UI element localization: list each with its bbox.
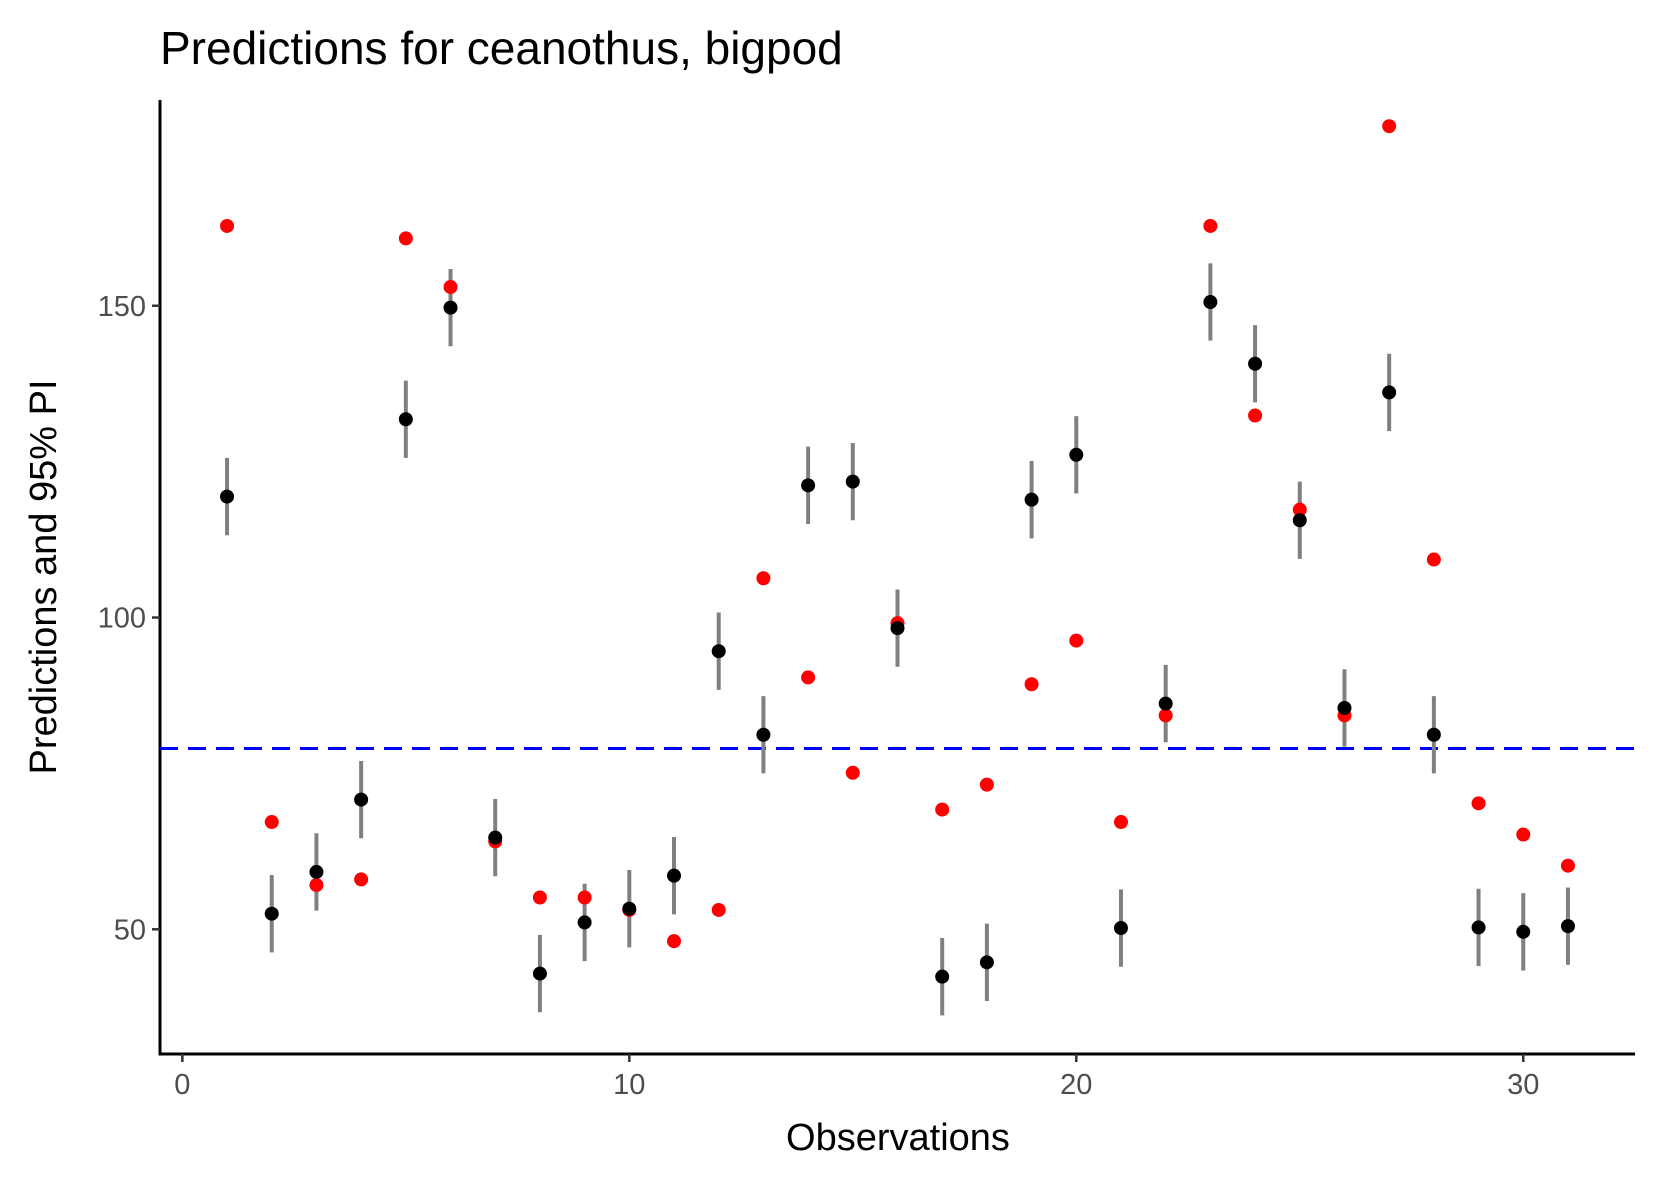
observed-point (398, 231, 413, 246)
prediction-point (667, 868, 682, 883)
observed-point (309, 878, 324, 893)
prediction-point (1113, 921, 1128, 936)
observed-points (220, 119, 1575, 949)
prediction-point (1158, 696, 1173, 711)
y-axis-label: Predictions and 95% PI (23, 379, 65, 774)
observed-point (845, 765, 860, 780)
x-tick-label: 20 (1060, 1069, 1092, 1101)
observed-point (1203, 218, 1218, 233)
prediction-point (890, 621, 905, 636)
observed-point (1069, 633, 1084, 648)
prediction-point (935, 969, 950, 984)
observed-point (532, 890, 547, 905)
prediction-point (1292, 513, 1307, 528)
prediction-intervals (225, 263, 1570, 1016)
observed-point (1471, 796, 1486, 811)
x-tick-label: 0 (174, 1069, 190, 1101)
y-tick-label: 150 (98, 291, 146, 323)
prediction-point (220, 489, 235, 504)
prediction-point (1382, 385, 1397, 400)
observed-point (1248, 408, 1263, 423)
x-tick-label: 30 (1507, 1069, 1539, 1101)
prediction-point (398, 412, 413, 427)
y-axis-ticks: 50 100 150 (98, 291, 160, 946)
prediction-point (577, 915, 592, 930)
prediction-point (622, 901, 637, 916)
observed-point (264, 815, 279, 830)
prediction-point (979, 955, 994, 970)
observed-point (1516, 827, 1531, 842)
prediction-point (1203, 295, 1218, 310)
observed-point (443, 280, 458, 295)
prediction-point (1337, 700, 1352, 715)
prediction-point (443, 300, 458, 315)
prediction-point (309, 864, 324, 879)
observed-point (667, 934, 682, 949)
y-tick-label: 50 (114, 914, 146, 946)
observed-point (354, 872, 369, 887)
prediction-point (354, 792, 369, 807)
observed-point (1292, 502, 1307, 517)
observed-point (220, 218, 235, 233)
prediction-point (264, 906, 279, 921)
prediction-point (756, 727, 771, 742)
x-axis-label: Observations (786, 1117, 1010, 1159)
chart-title: Predictions for ceanothus, bigpod (160, 22, 843, 74)
prediction-point (1069, 447, 1084, 462)
observed-point (1560, 858, 1575, 873)
observed-point (1426, 552, 1441, 567)
prediction-points (220, 295, 1575, 984)
observed-point (711, 902, 726, 917)
observed-point (577, 890, 592, 905)
prediction-point (532, 966, 547, 981)
prediction-point (1560, 919, 1575, 934)
observed-point (935, 802, 950, 817)
observed-point (801, 670, 816, 685)
prediction-point (711, 644, 726, 659)
x-tick-label: 10 (613, 1069, 645, 1101)
plot-panel: 50 100 150 0 10 20 30 (98, 100, 1635, 1101)
prediction-point (801, 478, 816, 493)
observed-point (1113, 815, 1128, 830)
observed-point (1382, 119, 1397, 134)
prediction-point (1471, 920, 1486, 935)
observed-point (979, 777, 994, 792)
prediction-point (1248, 356, 1263, 371)
prediction-point (1024, 492, 1039, 507)
y-tick-label: 100 (98, 603, 146, 635)
observed-point (756, 571, 771, 586)
prediction-point (845, 474, 860, 489)
prediction-point (1516, 924, 1531, 939)
x-axis-ticks: 0 10 20 30 (174, 1054, 1539, 1101)
prediction-point (1426, 727, 1441, 742)
prediction-point (488, 830, 503, 845)
observed-point (1024, 677, 1039, 692)
observed-point (1158, 708, 1173, 723)
